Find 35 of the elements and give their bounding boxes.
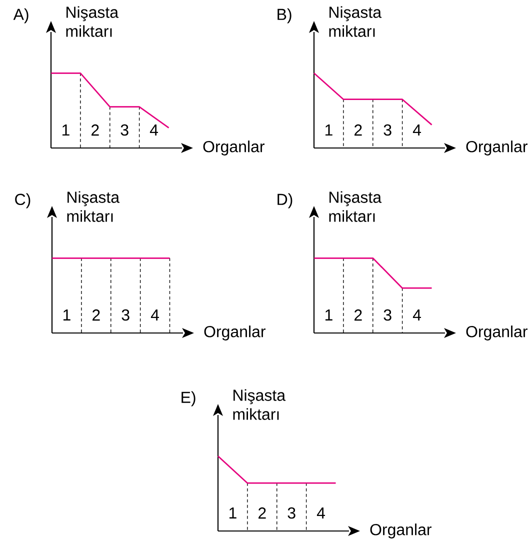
x-axis-title: Organlar (203, 140, 265, 156)
y-axis-title: Nişasta miktarı (233, 389, 286, 420)
chart-title: A) (13, 8, 28, 24)
x-tick-label: 3 (384, 124, 392, 136)
x-tick-label: 4 (412, 124, 421, 136)
x-tick-label: 3 (288, 507, 296, 519)
x-tick-label: 2 (354, 309, 362, 321)
x-tick-label: 1 (325, 124, 332, 136)
y-axis-title: Nişasta miktarı (329, 191, 382, 222)
y-axis-title: Nişasta miktarı (67, 191, 120, 222)
x-tick-label: 1 (62, 124, 70, 136)
x-tick-label: 2 (92, 309, 100, 321)
x-tick-label: 4 (316, 507, 325, 518)
x-tick-label: 4 (150, 309, 160, 320)
x-tick-label: 4 (150, 124, 158, 136)
x-tick-label: 1 (63, 309, 70, 320)
y-axis-title: Nişasta miktarı (329, 6, 382, 37)
y-axis-title: Nişasta miktarı (66, 6, 119, 37)
x-axis-title: Organlar (204, 326, 266, 340)
chart-title: E) (182, 391, 196, 406)
x-tick-label: 2 (92, 124, 99, 136)
chart-title: D) (278, 193, 292, 208)
x-tick-label: 2 (258, 507, 266, 519)
x-tick-label: 1 (325, 309, 332, 320)
x-tick-label: 3 (120, 124, 128, 136)
x-axis-title: Organlar (466, 326, 528, 340)
chart-title: C) (15, 193, 30, 208)
x-axis-title: Organlar (370, 524, 432, 538)
x-tick-label: 3 (384, 309, 392, 321)
x-tick-label: 1 (229, 507, 236, 518)
chart-title: B) (278, 8, 292, 24)
x-tick-label: 4 (412, 309, 421, 320)
x-tick-label: 2 (354, 124, 362, 136)
x-tick-label: 3 (122, 309, 130, 321)
x-axis-title: Organlar (466, 140, 528, 156)
